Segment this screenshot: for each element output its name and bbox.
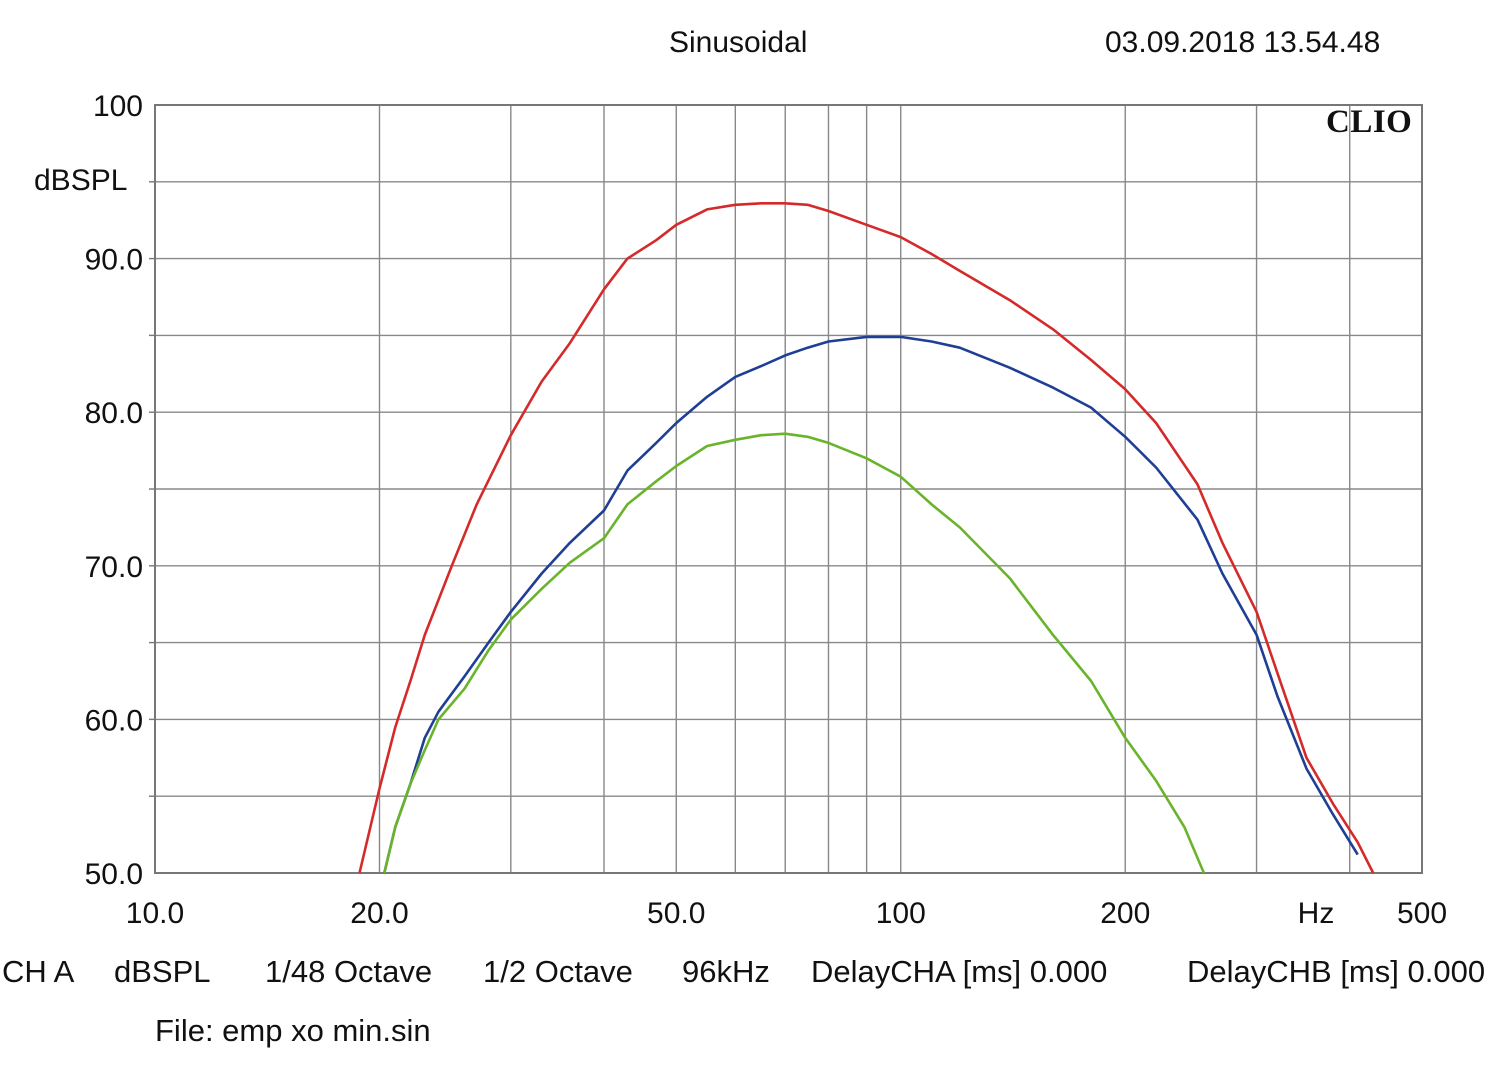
units-label: dBSPL (114, 954, 211, 989)
y-tick-label: 80.0 (85, 397, 143, 430)
clio-logo: CLIO (1326, 104, 1413, 140)
x-tick-label: 500 (1397, 897, 1447, 930)
x-axis-unit-label: Hz (1298, 897, 1335, 930)
delay-cha-label: DelayCHA [ms] 0.000 (811, 954, 1108, 989)
grid (149, 105, 1422, 873)
tick-labels: 50.0 60.0 70.0 80.0 90.0 100 10.0 20.0 50.0 100 20… (85, 90, 1447, 930)
y-tick-label: 70.0 (85, 551, 143, 584)
x-tick-label: 50.0 (647, 897, 705, 930)
x-tick-label: 200 (1100, 897, 1150, 930)
y-tick-label: 50.0 (85, 858, 143, 891)
y-tick-label: 60.0 (85, 704, 143, 737)
measurement-timestamp: 03.09.2018 13.54.48 (1105, 26, 1381, 59)
smoothing-label: 1/2 Octave (483, 954, 633, 989)
y-axis-label: dBSPL (34, 164, 128, 197)
file-name: File: emp xo min.sin (155, 1013, 431, 1048)
sample-rate-label: 96kHz (682, 954, 770, 989)
x-tick-label: 10.0 (126, 897, 184, 930)
series-line-1 (358, 202, 1375, 874)
series-line-3 (383, 432, 1206, 874)
series-group (358, 202, 1375, 874)
channel-label: CH A (2, 954, 75, 989)
delay-chb-label: DelayCHB [ms] 0.000 (1187, 954, 1486, 989)
y-tick-label: 90.0 (85, 244, 143, 277)
series-line-2 (383, 335, 1359, 874)
y-tick-label: 100 (93, 90, 143, 123)
x-tick-label: 100 (876, 897, 926, 930)
x-tick-label: 20.0 (350, 897, 408, 930)
resolution-label: 1/48 Octave (265, 954, 433, 989)
plot-frame (154, 104, 1423, 874)
chart-title: Sinusoidal (669, 26, 808, 59)
